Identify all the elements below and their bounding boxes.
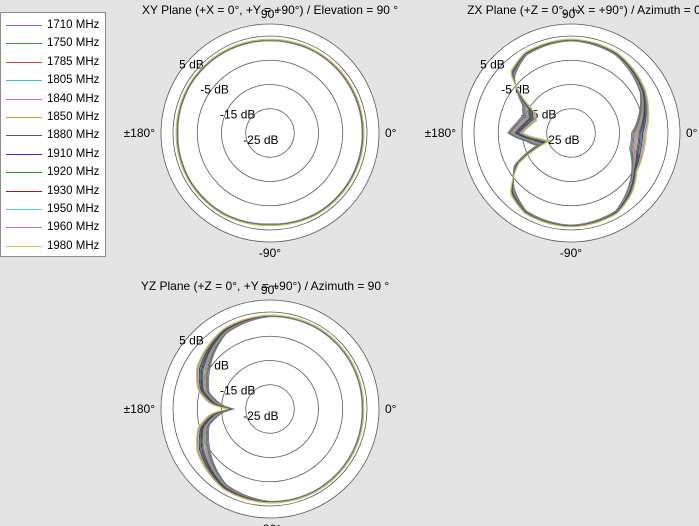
- legend-item: 1750 MHz: [1, 35, 107, 53]
- angle-label: ±180°: [124, 126, 156, 140]
- polar-chart-yz: YZ Plane (+Z = 0°, +Y = +90°) / Azimuth …: [124, 279, 397, 526]
- radial-tick-label: -15 dB: [220, 384, 255, 398]
- angle-label: ±180°: [425, 126, 457, 140]
- legend-swatch: [6, 209, 42, 210]
- grid-ring: [546, 108, 596, 158]
- grid-ring: [245, 384, 295, 434]
- grid-ring: [221, 84, 319, 182]
- chart-title: YZ Plane (+Z = 0°, +Y = +90°) / Azimuth …: [141, 279, 390, 293]
- legend-item: 1980 MHz: [1, 238, 107, 256]
- legend-swatch: [6, 117, 42, 118]
- angle-label: 90°: [261, 283, 279, 297]
- legend-swatch: [6, 43, 42, 45]
- angle-label: -90°: [560, 246, 582, 260]
- legend-swatch: [6, 227, 42, 229]
- legend-label: 1980 MHz: [47, 239, 100, 252]
- legend-swatch: [6, 172, 42, 174]
- angle-label: ±180°: [124, 402, 156, 416]
- legend-swatch: [6, 135, 42, 137]
- series-trace: [509, 38, 650, 228]
- legend-swatch: [6, 80, 42, 82]
- legend-label: 1960 MHz: [47, 221, 100, 234]
- legend-label: 1930 MHz: [47, 184, 100, 197]
- legend-swatch: [6, 245, 42, 247]
- chart-title: ZX Plane (+Z = 0°, +X = +90°) / Azimuth …: [467, 3, 699, 17]
- grid-ring: [221, 360, 319, 458]
- radial-tick-label: -25 dB: [243, 133, 278, 147]
- legend-item: 1920 MHz: [1, 164, 107, 182]
- series-trace: [196, 314, 365, 504]
- radial-tick-label: -25 dB: [243, 409, 278, 423]
- legend-item: 1785 MHz: [1, 54, 107, 72]
- grid-ring: [196, 59, 344, 207]
- outer-ring: [160, 299, 380, 519]
- legend-swatch: [6, 153, 42, 155]
- legend-swatch: [6, 190, 42, 192]
- legend-swatch: [6, 98, 42, 100]
- legend-label: 1785 MHz: [47, 55, 100, 68]
- angle-label: 0°: [385, 126, 397, 140]
- polar-chart-xy: XY Plane (+X = 0°, +Y = +90°) / Elevatio…: [124, 3, 399, 260]
- radial-tick-label: -25 dB: [544, 133, 579, 147]
- angle-label: -90°: [259, 246, 281, 260]
- radial-tick-label: -5 dB: [501, 83, 530, 97]
- legend-label: 1910 MHz: [47, 147, 100, 160]
- radial-tick-label: 5 dB: [179, 333, 204, 347]
- legend-item: 1930 MHz: [1, 183, 107, 201]
- radial-tick-label: 5 dB: [480, 57, 505, 71]
- outer-ring: [461, 23, 681, 243]
- legend-item: 1840 MHz: [1, 91, 107, 109]
- plot-area: [462, 24, 680, 242]
- legend-item: 1850 MHz: [1, 109, 107, 127]
- legend: 1710 MHz 1750 MHz 1785 MHz 1805 MHz 1840 MHz…: [0, 12, 106, 257]
- legend-item: 1710 MHz: [1, 17, 107, 35]
- grid-ring: [473, 35, 669, 231]
- legend-label: 1920 MHz: [47, 166, 100, 179]
- legend-label: 1710 MHz: [47, 19, 100, 31]
- angle-label: 90°: [562, 7, 580, 21]
- legend-label: 1750 MHz: [47, 37, 100, 50]
- legend-item: 1910 MHz: [1, 146, 107, 164]
- legend-item: 1950 MHz: [1, 201, 107, 219]
- legend-item: 1960 MHz: [1, 219, 107, 237]
- legend-swatch: [6, 25, 42, 26]
- legend-label: 1805 MHz: [47, 74, 100, 87]
- plot-area: [161, 24, 379, 242]
- legend-label: 1950 MHz: [47, 203, 100, 215]
- legend-label: 1850 MHz: [47, 111, 100, 123]
- grid-ring: [196, 335, 344, 483]
- radial-tick-label: -5 dB: [200, 83, 229, 97]
- legend-item: 1880 MHz: [1, 127, 107, 145]
- chart-title: XY Plane (+X = 0°, +Y = +90°) / Elevatio…: [142, 3, 398, 17]
- angle-label: 0°: [686, 126, 698, 140]
- plot-area: [161, 300, 379, 518]
- legend-label: 1840 MHz: [47, 92, 100, 105]
- angle-label: 90°: [261, 7, 279, 21]
- legend-item: 1805 MHz: [1, 72, 107, 90]
- legend-swatch: [6, 61, 42, 63]
- polar-chart-zx: ZX Plane (+Z = 0°, +X = +90°) / Azimuth …: [425, 3, 699, 260]
- grid-ring: [245, 108, 295, 158]
- radial-tick-label: -15 dB: [220, 108, 255, 122]
- angle-label: -90°: [259, 522, 281, 526]
- legend-label: 1880 MHz: [47, 129, 100, 142]
- series-trace: [175, 38, 365, 226]
- grid-ring: [172, 311, 368, 507]
- radial-tick-label: 5 dB: [179, 57, 204, 71]
- grid-ring: [172, 35, 368, 231]
- angle-label: 0°: [385, 402, 397, 416]
- outer-ring: [160, 23, 380, 243]
